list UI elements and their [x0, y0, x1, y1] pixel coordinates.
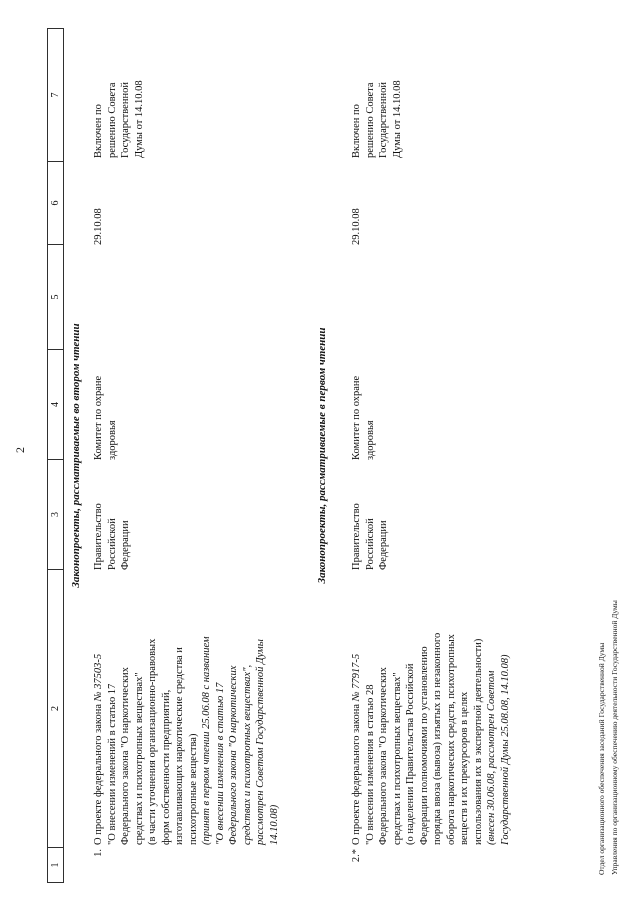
bill-2-title: О проекте федерального закона № 77917-5 "…	[351, 632, 511, 845]
column-header-6: 6	[48, 161, 63, 244]
section-title-second-reading: Законопроекты, рассматриваемые во втором…	[70, 323, 82, 588]
page-number: 2	[13, 447, 27, 453]
footer-line-1: Отдел организационного обеспечения засед…	[597, 642, 606, 875]
column-header-4: 4	[48, 349, 63, 459]
column-header-7: 7	[49, 92, 61, 98]
bill-1-title: О проекте федерального закона № 37503-5 "…	[93, 636, 280, 845]
column-header-5: 5	[48, 244, 63, 349]
bill-2-number: 2.*	[351, 849, 362, 863]
bill-1-decision: Включен по решению Совета Государственной Д…	[93, 80, 145, 158]
bill-2-initiator: Правительство Российской Федерации	[351, 503, 389, 570]
bill-1-committee: Комитет по охране здоровья	[93, 375, 118, 460]
section-title-first-reading: Законопроекты, рассматриваемые в первом …	[316, 327, 328, 584]
bill-row-2: 2.* О проекте федерального закона № 7791…	[350, 28, 512, 883]
bill-2-date: 29.10.08	[351, 208, 362, 245]
bill-1-number: 1.	[93, 849, 104, 857]
bill-2-committee: Комитет по охране здоровья	[351, 375, 376, 460]
table-header-row: 1 2 3 4 5 6 7	[47, 28, 64, 883]
column-header-1: 1	[48, 847, 63, 882]
column-header-2: 2	[48, 569, 63, 847]
legislation-table: 1 2 3 4 5 6 7 Законопроекты, рассматрива…	[47, 28, 512, 883]
bill-2-decision: Включен по решению Совета Государственной Д…	[351, 80, 403, 158]
bill-row-1: 1. О проекте федерального закона № 37503…	[92, 28, 281, 883]
footer-line-2: Управления по организационному обеспечен…	[609, 600, 619, 875]
bill-1-initiator: Правительство Российской Федерации	[93, 503, 131, 570]
column-header-3: 3	[48, 459, 63, 569]
document-footer: Отдел организационного обеспечения засед…	[596, 600, 621, 875]
bill-1-date: 29.10.08	[93, 208, 104, 245]
